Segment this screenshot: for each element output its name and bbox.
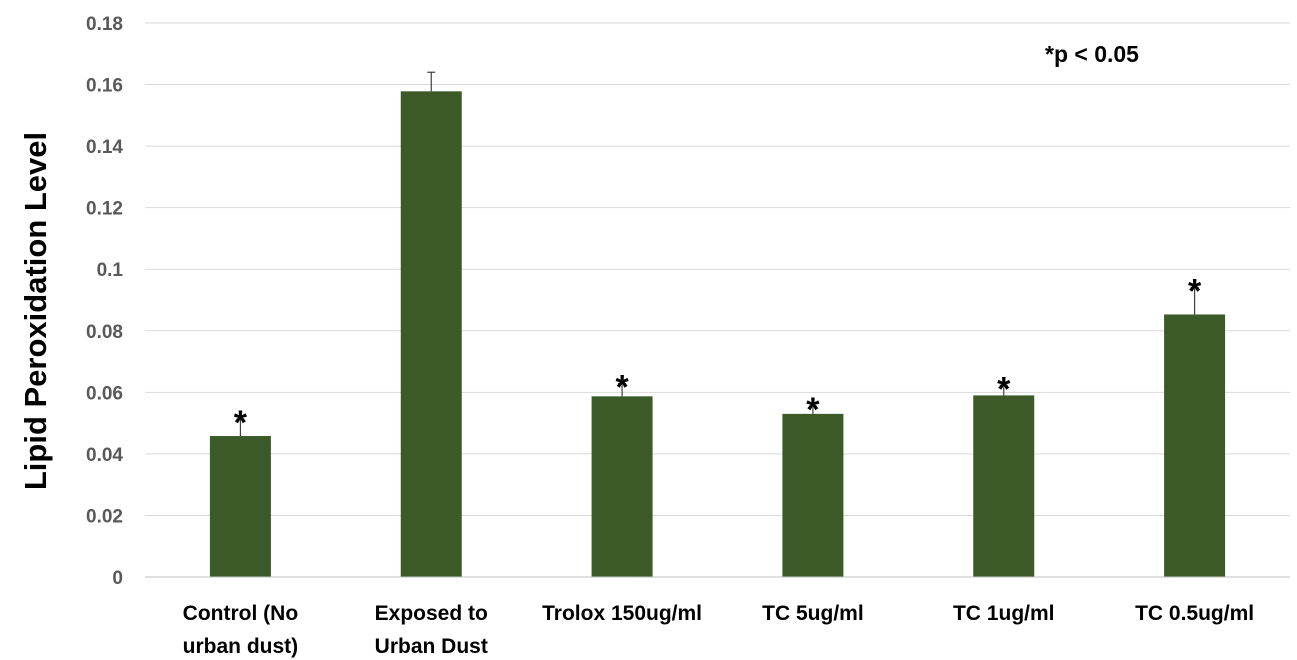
x-category-label: Exposed to [375, 602, 488, 625]
bar [782, 414, 843, 577]
gridlines [145, 23, 1290, 515]
error-bars [236, 72, 1198, 436]
bar [973, 395, 1034, 577]
x-category-label: Control (No [183, 602, 298, 625]
y-tick-label: 0.18 [86, 14, 123, 35]
x-category-label: TC 0.5ug/ml [1135, 602, 1254, 625]
x-category-label: Trolox 150ug/ml [542, 602, 702, 625]
significance-markers: * * * * * [234, 272, 1202, 442]
y-tick-label: 0.08 [86, 322, 123, 343]
bars [210, 91, 1225, 577]
significance-star: * [806, 391, 820, 429]
y-tick-label: 0.16 [86, 76, 123, 97]
y-tick-label: 0.02 [86, 506, 123, 527]
significance-star: * [997, 370, 1011, 408]
y-tick-label: 0.14 [86, 137, 123, 158]
significance-star: * [1188, 272, 1202, 310]
x-category-label: urban dust) [183, 635, 299, 658]
bar [1164, 314, 1225, 577]
x-category-label: TC 1ug/ml [953, 602, 1055, 625]
significance-annotation: *p < 0.05 [1045, 41, 1139, 67]
x-category-label: Urban Dust [375, 635, 488, 658]
y-tick-label: 0.12 [86, 199, 123, 220]
x-category-label: TC 5ug/ml [762, 602, 864, 625]
y-tick-label: 0 [112, 568, 123, 589]
significance-star: * [234, 404, 248, 442]
bar [210, 436, 271, 577]
y-tick-label: 0.06 [86, 383, 123, 404]
y-tick-label: 0.1 [97, 260, 124, 281]
y-axis-title: Lipid Peroxidation Level [18, 132, 53, 490]
y-tick-label: 0.04 [86, 445, 123, 466]
y-axis-tick-labels: 0 0.02 0.04 0.06 0.08 0.1 0.12 0.14 0.16 0.18 [86, 14, 123, 589]
bar [592, 396, 653, 577]
bar [401, 91, 462, 577]
x-axis-category-labels: Control (No urban dust) Exposed to Urban Du… [183, 602, 1254, 658]
significance-star: * [615, 368, 629, 406]
